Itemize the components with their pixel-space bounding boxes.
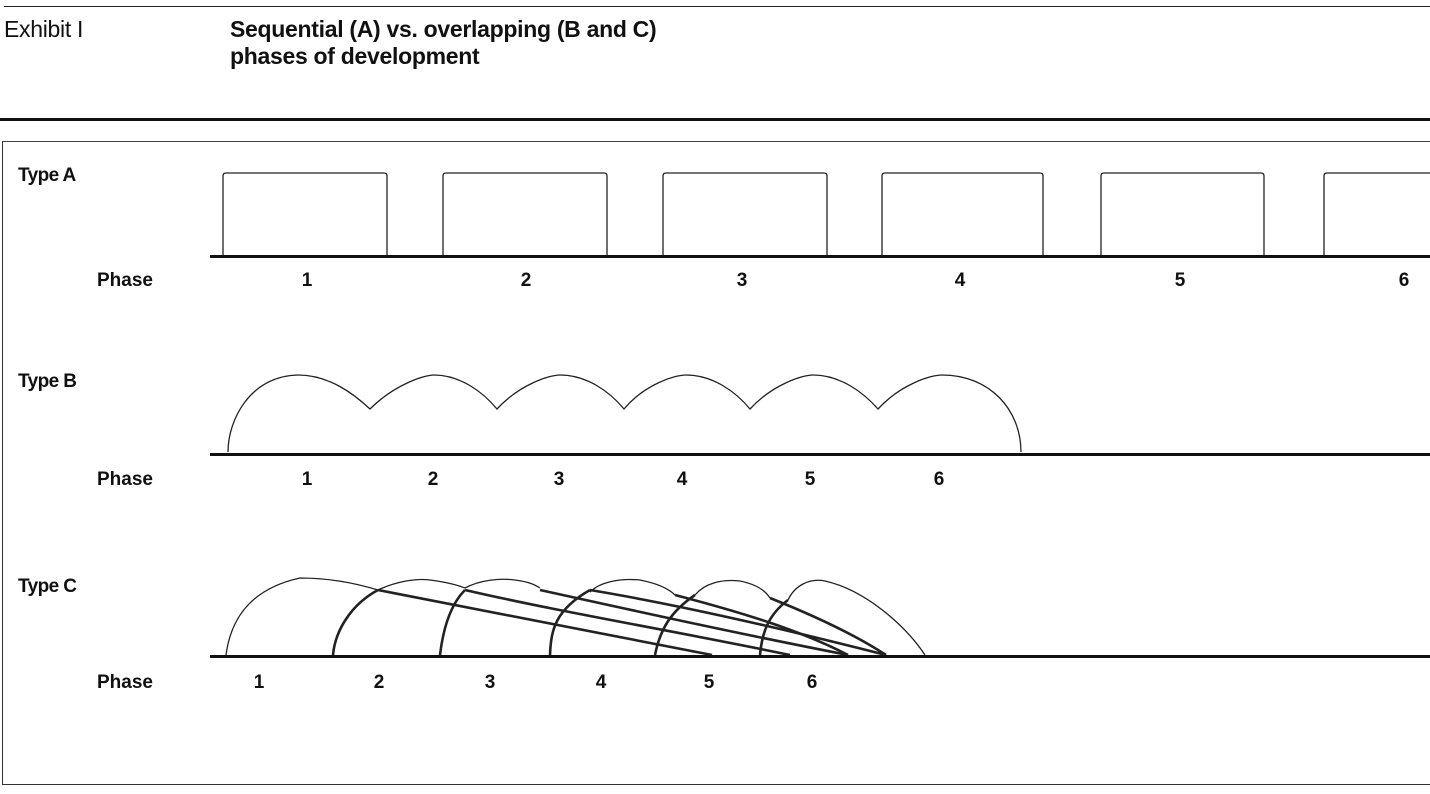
type-c-phase-number: 2 [373, 672, 385, 693]
type-a-phase-2-box [442, 172, 608, 256]
type-b-phase-number: 4 [676, 469, 688, 490]
type-a-phase-label: Phase [97, 270, 153, 291]
type-c-diagonal-3 [539, 588, 849, 657]
type-b-arcs [227, 374, 1022, 453]
type-c-phase-number: 3 [484, 672, 496, 693]
exhibit-label: Exhibit I [4, 16, 84, 42]
type-c-diagonal-2 [464, 588, 791, 657]
exhibit-title-line-2: phases of development [230, 43, 480, 69]
exhibit-title-line-1: Sequential (A) vs. overlapping (B and C) [230, 16, 657, 42]
type-a-phase-1-box [222, 172, 388, 256]
type-a-phase-number: 3 [736, 270, 748, 291]
title-divider-rule [0, 118, 1430, 121]
type-c-top-arc-3 [464, 578, 541, 589]
type-c-phase-number: 1 [253, 672, 265, 693]
type-c-phase-6-arc [787, 579, 926, 656]
type-c-phase-number: 5 [703, 672, 715, 693]
diagram-panel [2, 141, 1430, 785]
type-c-phase-number: 4 [595, 672, 607, 693]
type-c-top-arc-2 [377, 578, 466, 591]
type-c-inner-arc-2 [331, 588, 379, 656]
type-b-label: Type B [18, 371, 77, 392]
top-rule [4, 6, 1430, 7]
type-a-label: Type A [18, 165, 76, 186]
type-a-phase-4-box [881, 172, 1044, 256]
type-c-diagonal-4 [589, 588, 887, 657]
type-a-boxes [222, 172, 1430, 256]
type-c-diagonal-1 [377, 588, 713, 657]
type-a-phase-3-box [662, 172, 828, 256]
type-b-phase-number: 2 [427, 469, 439, 490]
type-b-phase-number: 5 [804, 469, 816, 490]
type-a-phase-number: 6 [1398, 270, 1410, 291]
type-a-phase-number: 2 [520, 270, 532, 291]
type-a-phase-5-box [1100, 172, 1265, 256]
type-c-label: Type C [18, 576, 77, 597]
type-c-phase-label: Phase [97, 672, 153, 693]
type-c-top-arc-4 [589, 578, 676, 596]
type-c-phase-number: 6 [806, 672, 818, 693]
type-c-diagonal-5 [674, 593, 849, 657]
exhibit-title: Sequential (A) vs. overlapping (B and C)… [230, 16, 930, 70]
type-c-top-arc-5 [694, 579, 771, 599]
type-c-inner-arc-4 [548, 588, 591, 656]
type-c-inner-arc-3 [438, 589, 466, 656]
type-b-phase-number: 6 [933, 469, 945, 490]
type-c-shapes [225, 577, 926, 657]
type-c-diagonal-6 [769, 596, 887, 657]
type-a-phase-number: 4 [954, 270, 966, 291]
type-a-phase-number: 1 [301, 270, 313, 291]
type-b-phase-label: Phase [97, 469, 153, 490]
type-c-phase-1-arc [225, 577, 379, 656]
type-a-phase-number: 5 [1174, 270, 1186, 291]
type-b-phase-number: 3 [553, 469, 565, 490]
type-a-phase-6-box [1323, 172, 1430, 256]
type-b-phase-number: 1 [301, 469, 313, 490]
